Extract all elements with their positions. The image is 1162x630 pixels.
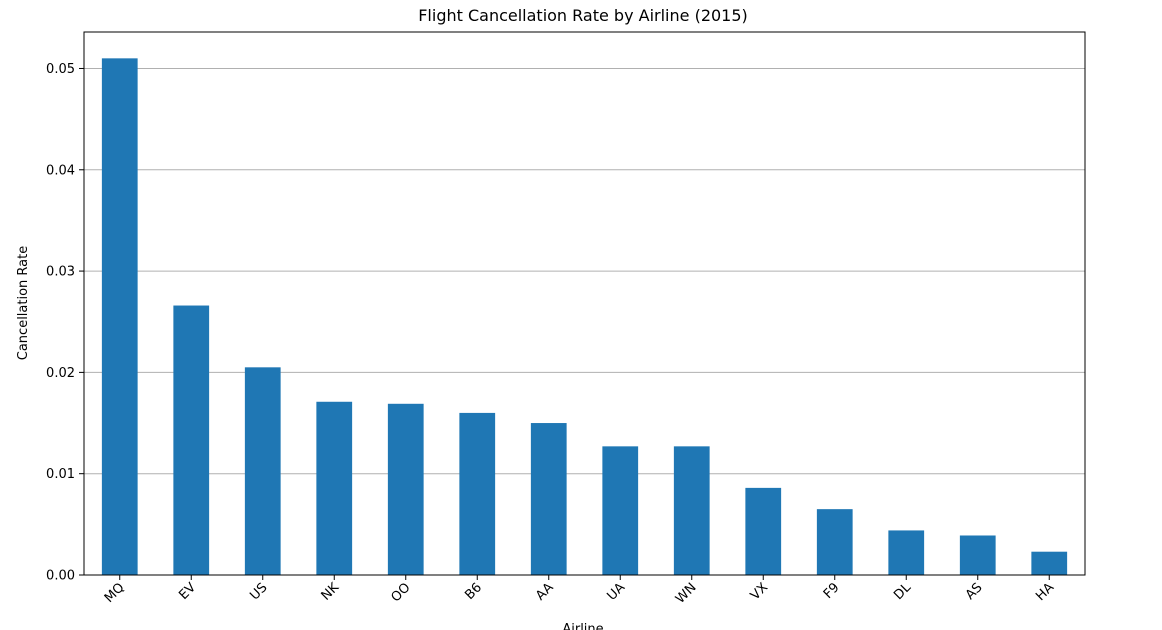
y-tick-label: 0.00 xyxy=(46,569,75,584)
x-tick-label-nk: NK xyxy=(319,580,343,604)
y-tick-label: 0.02 xyxy=(46,366,75,381)
bar-vx xyxy=(745,487,782,575)
x-tick-label-mq: MQ xyxy=(102,580,128,606)
x-axis-ticks: MQ EV US NK OO B6 AA UA WN VX F9 DL AS HA xyxy=(102,575,1057,607)
bar-dl xyxy=(888,530,925,575)
x-tick-label-b6: B6 xyxy=(462,580,485,603)
x-tick-label-f9: F9 xyxy=(821,580,843,602)
bar-b6 xyxy=(459,412,496,575)
x-tick-label-vx: VX xyxy=(748,580,771,603)
x-tick-label-us: US xyxy=(247,580,270,603)
x-tick-label-as: AS xyxy=(963,580,986,603)
x-tick-label-aa: AA xyxy=(533,580,557,604)
x-tick-label-wn: WN xyxy=(673,580,700,607)
bar-as xyxy=(959,535,996,575)
bar-oo xyxy=(387,403,424,575)
bar-ua xyxy=(602,446,639,575)
bar-us xyxy=(244,367,281,575)
y-tick-label: 0.05 xyxy=(46,62,75,77)
y-tick-label: 0.04 xyxy=(46,163,75,178)
y-tick-label: 0.01 xyxy=(46,467,75,482)
chart-title: Flight Cancellation Rate by Airline (201… xyxy=(418,6,748,25)
bar-mq xyxy=(101,58,138,576)
y-axis-ticks: 0.00 0.01 0.02 0.03 0.04 0.05 xyxy=(46,62,84,584)
bar-nk xyxy=(316,401,353,575)
x-tick-label-oo: OO xyxy=(388,580,413,605)
bar-wn xyxy=(673,446,710,575)
y-tick-label: 0.03 xyxy=(46,265,75,280)
x-axis-label: Airline xyxy=(562,622,603,630)
y-axis-label: Cancellation Rate xyxy=(16,246,31,360)
bar-ev xyxy=(173,305,210,575)
bar-f9 xyxy=(816,509,853,575)
x-tick-label-dl: DL xyxy=(891,580,914,603)
bar-ha xyxy=(1031,551,1068,575)
x-tick-label-ha: HA xyxy=(1033,580,1057,604)
bars xyxy=(101,58,1068,576)
bar-aa xyxy=(530,423,567,575)
x-tick-label-ev: EV xyxy=(176,580,199,603)
y-gridlines xyxy=(84,67,1085,475)
x-tick-label-ua: UA xyxy=(604,580,628,604)
plot-frame xyxy=(83,31,1086,576)
